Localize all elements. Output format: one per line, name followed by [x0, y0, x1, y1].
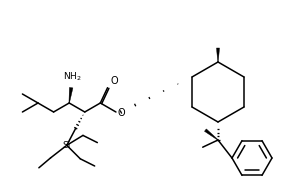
- Text: NH$_2$: NH$_2$: [63, 70, 81, 83]
- Text: O: O: [118, 108, 126, 118]
- Text: Si: Si: [63, 141, 71, 150]
- Text: O: O: [111, 76, 118, 86]
- Polygon shape: [204, 129, 218, 140]
- Polygon shape: [69, 87, 73, 103]
- Polygon shape: [217, 48, 219, 62]
